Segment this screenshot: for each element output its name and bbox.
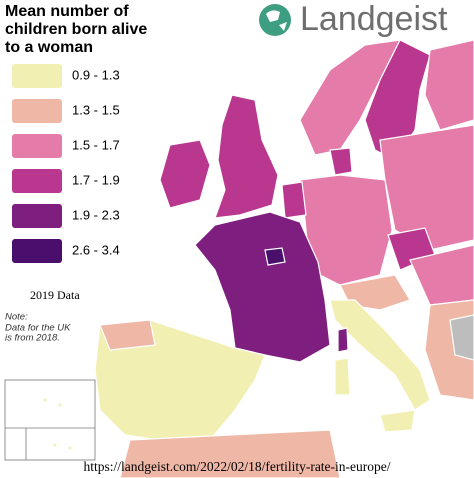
sardinia bbox=[334, 357, 351, 396]
legend-label: 1.7 - 1.9 bbox=[72, 172, 120, 187]
legend-swatch bbox=[12, 239, 62, 263]
legend-label: 2.6 - 3.4 bbox=[72, 242, 120, 257]
island bbox=[68, 446, 72, 450]
paris bbox=[264, 247, 286, 266]
sicily bbox=[379, 409, 416, 433]
legend: 0.9 - 1.3 1.3 - 1.5 1.5 - 1.7 1.7 - 1.9 1.9 … bbox=[12, 64, 120, 263]
brand-name: Landgeist bbox=[300, 0, 448, 38]
iberia-north bbox=[99, 319, 156, 351]
france bbox=[194, 211, 331, 363]
legend-swatch bbox=[12, 169, 62, 193]
map bbox=[94, 39, 474, 478]
corsica bbox=[337, 327, 349, 353]
inset-map bbox=[4, 379, 96, 461]
ireland bbox=[159, 139, 211, 209]
legend-label: 0.9 - 1.3 bbox=[72, 67, 120, 82]
iberia bbox=[94, 319, 266, 441]
legend-label: 1.9 - 2.3 bbox=[72, 207, 120, 222]
note-heading: Note: bbox=[5, 312, 28, 323]
legend-swatch bbox=[12, 204, 62, 228]
baltic-east bbox=[379, 124, 474, 251]
benelux bbox=[281, 181, 307, 219]
island bbox=[53, 443, 57, 447]
non-data bbox=[449, 314, 474, 361]
source-url: https://landgeist.com/2022/02/18/fertili… bbox=[83, 459, 390, 474]
hungary-slovakia bbox=[409, 244, 474, 306]
legend-swatch bbox=[12, 99, 62, 123]
island bbox=[43, 398, 47, 402]
title-line: children born alive bbox=[5, 21, 147, 38]
note-line: is from 2018. bbox=[5, 333, 60, 344]
denmark bbox=[329, 147, 353, 176]
legend-label: 1.5 - 1.7 bbox=[72, 137, 120, 152]
inset-frame bbox=[4, 379, 96, 461]
title-line: Mean number of bbox=[5, 3, 129, 20]
legend-label: 1.3 - 1.5 bbox=[72, 102, 120, 117]
data-year: 2019 Data bbox=[30, 288, 80, 302]
legend-swatch bbox=[12, 134, 62, 158]
island bbox=[58, 403, 62, 407]
finland bbox=[424, 39, 474, 131]
title-line: to a woman bbox=[5, 39, 93, 56]
brand: Landgeist bbox=[259, 0, 448, 38]
great-britain bbox=[214, 94, 279, 219]
brand-globe bbox=[266, 10, 287, 31]
note-line: Data for the UK bbox=[5, 323, 71, 334]
legend-swatch bbox=[12, 64, 62, 88]
north-africa bbox=[119, 429, 341, 478]
